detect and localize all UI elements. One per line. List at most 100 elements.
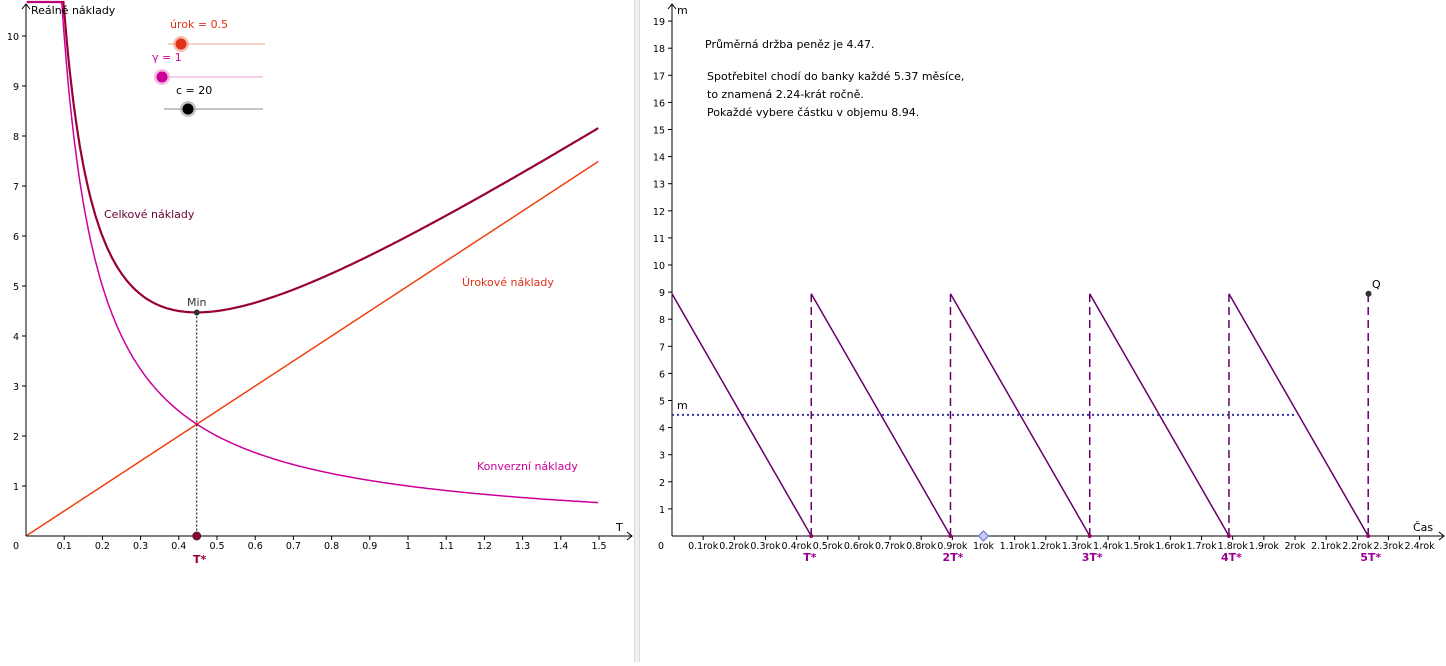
x-tick-label: 1.3rok <box>1062 541 1093 552</box>
x-tick-label: 2rok <box>1284 541 1306 552</box>
x-tick-label: 1.3 <box>515 541 530 552</box>
y-tick-label: 3 <box>13 382 19 393</box>
y-tick-label: 18 <box>653 44 665 55</box>
x-axis-arrow <box>1438 531 1445 541</box>
x-tick-label: 2.3rok <box>1373 541 1404 552</box>
x-tick-label: 1.7rok <box>1186 541 1217 552</box>
min-label: Min <box>187 296 207 309</box>
x-tick-label: 0.9rok <box>937 541 968 552</box>
period-point <box>1366 534 1371 538</box>
x-tick-label: 0.7 <box>286 541 301 552</box>
panel-divider[interactable] <box>634 0 640 662</box>
mean-line-label: m <box>677 399 688 412</box>
left-graphics-view[interactable]: 0.1 0.2 0.3 0.4 0.5 0.6 0.7 0.8 0.9 1 1.1 1.2 1.3 1.4… <box>0 0 634 662</box>
cost-chart[interactable]: 0.1 0.2 0.3 0.4 0.5 0.6 0.7 0.8 0.9 1 1.1 1.2 1.3 1.4… <box>0 0 634 662</box>
money-holding-chart[interactable]: 0.1rok 0.2rok 0.3rok 0.4rok 0.5rok 0.6rok 0.7r… <box>640 0 1446 662</box>
right-graphics-view[interactable]: 0.1rok 0.2rok 0.3rok 0.4rok 0.5rok 0.6rok 0.7r… <box>640 0 1446 662</box>
y-tick-label: 11 <box>653 234 665 245</box>
sawtooth-segment <box>810 293 952 537</box>
y-axis-label: m <box>677 4 688 17</box>
x-tick-label: 0.9 <box>362 541 377 552</box>
slider-gamma[interactable]: γ = 1 <box>152 51 263 85</box>
info-line-2: Spotřebitel chodí do banky každé 5.37 mě… <box>707 70 964 83</box>
slider-urok[interactable]: úrok = 0.5 <box>168 18 265 52</box>
x-tick-label: 1.2 <box>477 541 492 552</box>
origin-label: 0 <box>13 541 19 552</box>
y-tick-label: 8 <box>13 132 19 143</box>
sawtooth-segment <box>1089 293 1230 537</box>
x-tick-label: 2.2rok <box>1342 541 1373 552</box>
x-tick-label: 1.2rok <box>1031 541 1062 552</box>
x-tick-label: 2.1rok <box>1311 541 1342 552</box>
x-tick-label: 0.4rok <box>782 541 813 552</box>
x-tick-label: 0.4 <box>171 541 186 552</box>
y-tick-label: 10 <box>7 32 19 43</box>
y-tick-label: 1 <box>13 482 19 493</box>
urokove-naklady-curve <box>26 160 599 537</box>
period-label: 4T* <box>1221 551 1242 564</box>
x-tick-label: 0.3rok <box>750 541 781 552</box>
period-label: 2T* <box>942 551 963 564</box>
x-tick-label: 2.4rok <box>1405 541 1436 552</box>
x-tick-label: 0.5 <box>209 541 224 552</box>
period-label: 3T* <box>1082 551 1103 564</box>
info-line-1: Průměrná držba peněz je 4.47. <box>705 38 875 51</box>
y-tick-label: 5 <box>659 397 665 408</box>
y-tick-label: 10 <box>653 261 665 272</box>
y-tick-label: 4 <box>659 424 665 435</box>
x-tick-label: 0.2 <box>95 541 110 552</box>
y-axis-arrow <box>21 3 31 10</box>
celkove-naklady-curve <box>26 0 599 314</box>
x-tick-label: 1.9rok <box>1249 541 1280 552</box>
x-tick-label: 0.3 <box>133 541 148 552</box>
y-tick-label: 7 <box>659 342 665 353</box>
y-tick-label: 8 <box>659 315 665 326</box>
y-tick-label: 14 <box>653 153 665 164</box>
tstar-label: T* <box>193 553 207 566</box>
y-tick-label: 13 <box>653 180 665 191</box>
x-tick-label: 0.6 <box>248 541 263 552</box>
y-tick-label: 9 <box>659 288 665 299</box>
x-tick-label: 0.5rok <box>813 541 844 552</box>
info-line-3: to znamená 2.24-krát ročně. <box>707 88 864 101</box>
slider-urok-label: úrok = 0.5 <box>170 18 228 31</box>
celkove-naklady-label: Celkové náklady <box>104 208 195 221</box>
x-axis-arrow <box>626 531 633 541</box>
period-point <box>1087 534 1092 538</box>
x-tick-label: 0.7rok <box>875 541 906 552</box>
x-tick-label: 1 <box>405 541 411 552</box>
time-slider-point[interactable] <box>977 530 990 542</box>
y-tick-label: 12 <box>653 207 665 218</box>
y-tick-label: 4 <box>13 332 19 343</box>
x-tick-label: 0.1rok <box>688 541 719 552</box>
sawtooth-segment <box>949 293 1091 537</box>
y-tick-label: 19 <box>653 17 665 28</box>
y-tick-label: 6 <box>659 369 665 380</box>
y-tick-label: 7 <box>13 182 19 193</box>
slider-c[interactable]: c = 20 <box>164 84 263 117</box>
y-tick-label: 9 <box>13 82 19 93</box>
origin-label: 0 <box>658 541 664 552</box>
x-tick-label: 1.8rok <box>1218 541 1249 552</box>
slider-c-label: c = 20 <box>176 84 212 97</box>
konverzni-naklady-curve <box>26 1 599 504</box>
x-tick-label: 0.6rok <box>844 541 875 552</box>
tstar-point[interactable] <box>192 531 202 541</box>
x-tick-label: 1.6rok <box>1155 541 1186 552</box>
y-axis-label: Reálné náklady <box>31 4 116 17</box>
info-line-4: Pokaždé vybere částku v objemu 8.94. <box>707 106 919 119</box>
x-tick-label: 1.1rok <box>1000 541 1031 552</box>
min-point[interactable] <box>193 309 200 316</box>
q-point[interactable] <box>1365 290 1372 297</box>
x-tick-label: 1rok <box>973 541 995 552</box>
x-tick-label: 0.8 <box>324 541 339 552</box>
q-point-label: Q <box>1372 278 1381 291</box>
period-point <box>809 534 814 538</box>
x-tick-label: 0.1 <box>57 541 72 552</box>
x-tick-label: 1.4 <box>553 541 568 552</box>
x-tick-label: 1.5 <box>591 541 606 552</box>
x-tick-label: 0.8rok <box>906 541 937 552</box>
period-point <box>1226 534 1231 538</box>
y-tick-label: 6 <box>13 232 19 243</box>
x-axis-label: T <box>615 521 623 534</box>
